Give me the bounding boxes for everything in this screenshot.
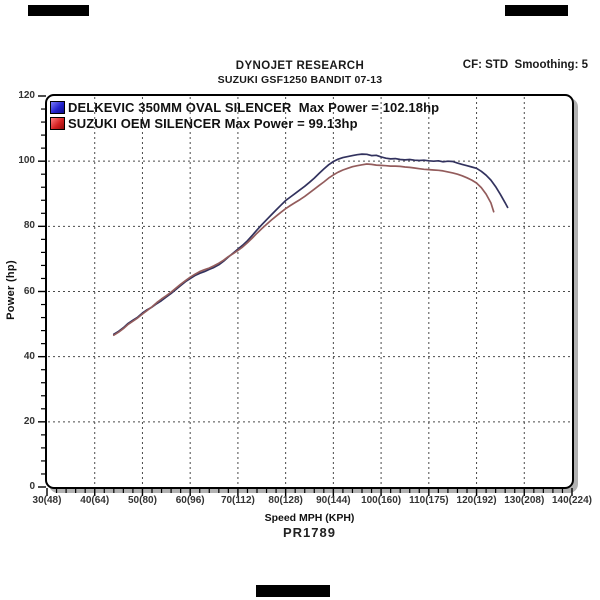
x-tick-label-60: 60(96) [175,495,205,506]
redaction-bar-top-right [505,5,568,16]
y-tick-label-0: 0 [29,481,35,492]
chart-title: DYNOJET RESEARCH [235,60,365,72]
x-tick-label-80: 80(128) [268,495,303,506]
x-axis-title: Speed MPH (KPH) [264,512,355,524]
x-tick-label-140: 140(224) [551,495,593,506]
x-tick-label-70: 70(112) [220,495,255,506]
legend: DELKEVIC 350MM OVAL SILENCER Max Power =… [50,99,439,131]
legend-label-delkevic: DELKEVIC 350MM OVAL SILENCER Max Power =… [68,99,440,115]
legend-swatch-blue [50,100,65,114]
y-tick-label-60: 60 [23,285,35,297]
x-tick-label-120: 120(192) [456,495,497,506]
x-tick-label-30: 30(48) [32,495,62,506]
legend-swatch-red [50,116,65,130]
x-tick-label-100: 100(160) [361,495,402,506]
run-number: PR1789 [283,525,336,540]
y-tick-label-20: 20 [23,415,35,427]
chart-subtitle: SUZUKI GSF1250 BANDIT 07-13 [217,74,383,86]
legend-label-oem: SUZUKI OEM SILENCER Max Power = 99.13hp [68,115,358,131]
legend-row-oem: SUZUKI OEM SILENCER Max Power = 99.13hp [50,115,439,131]
y-tick-label-80: 80 [23,220,35,232]
x-tick-label-50: 50(80) [128,495,157,506]
cf-smoothing-annotation: CF: STD Smoothing: 5 [462,59,588,71]
x-tick-label-130: 130(208) [504,495,545,506]
y-tick-label-40: 40 [23,350,35,362]
redaction-bar-top-left [28,5,89,16]
x-tick-label-40: 40(64) [80,495,110,506]
y-tick-label-100: 100 [18,155,35,167]
plot-frame [45,94,574,489]
legend-row-delkevic: DELKEVIC 350MM OVAL SILENCER Max Power =… [50,99,439,115]
x-tick-label-110: 110(175) [409,495,449,506]
y-tick-label-120: 120 [18,90,35,101]
x-tick-label-90: 90(144) [316,495,351,506]
redaction-bar-bottom [256,585,330,597]
